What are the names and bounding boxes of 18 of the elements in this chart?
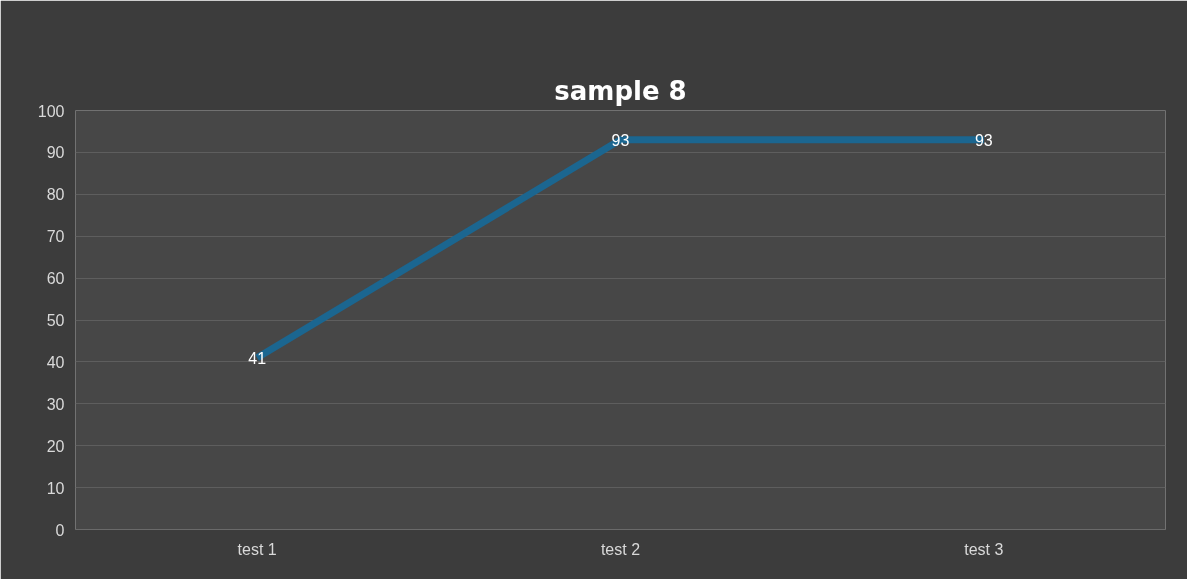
y-tick-label: 30 bbox=[46, 395, 65, 413]
y-tick-label: 20 bbox=[46, 437, 65, 455]
y-tick-label: 100 bbox=[37, 102, 65, 120]
y-tick-label: 10 bbox=[46, 479, 65, 497]
data-label: 93 bbox=[611, 131, 630, 149]
x-tick-label: test 2 bbox=[600, 540, 641, 558]
y-tick-label: 90 bbox=[46, 144, 65, 162]
y-tick-label: 70 bbox=[46, 228, 65, 246]
x-tick-label: test 1 bbox=[237, 540, 277, 558]
data-label: 93 bbox=[974, 131, 993, 149]
y-tick-label: 40 bbox=[46, 353, 65, 371]
y-tick-label: 50 bbox=[46, 312, 65, 329]
chart-title: sample 8 bbox=[554, 75, 687, 106]
y-tick-label: 0 bbox=[55, 521, 65, 539]
x-tick-label: test 3 bbox=[964, 540, 1004, 558]
y-tick-label: 60 bbox=[46, 270, 65, 288]
data-label: 41 bbox=[248, 349, 267, 367]
y-tick-label: 80 bbox=[46, 186, 65, 204]
